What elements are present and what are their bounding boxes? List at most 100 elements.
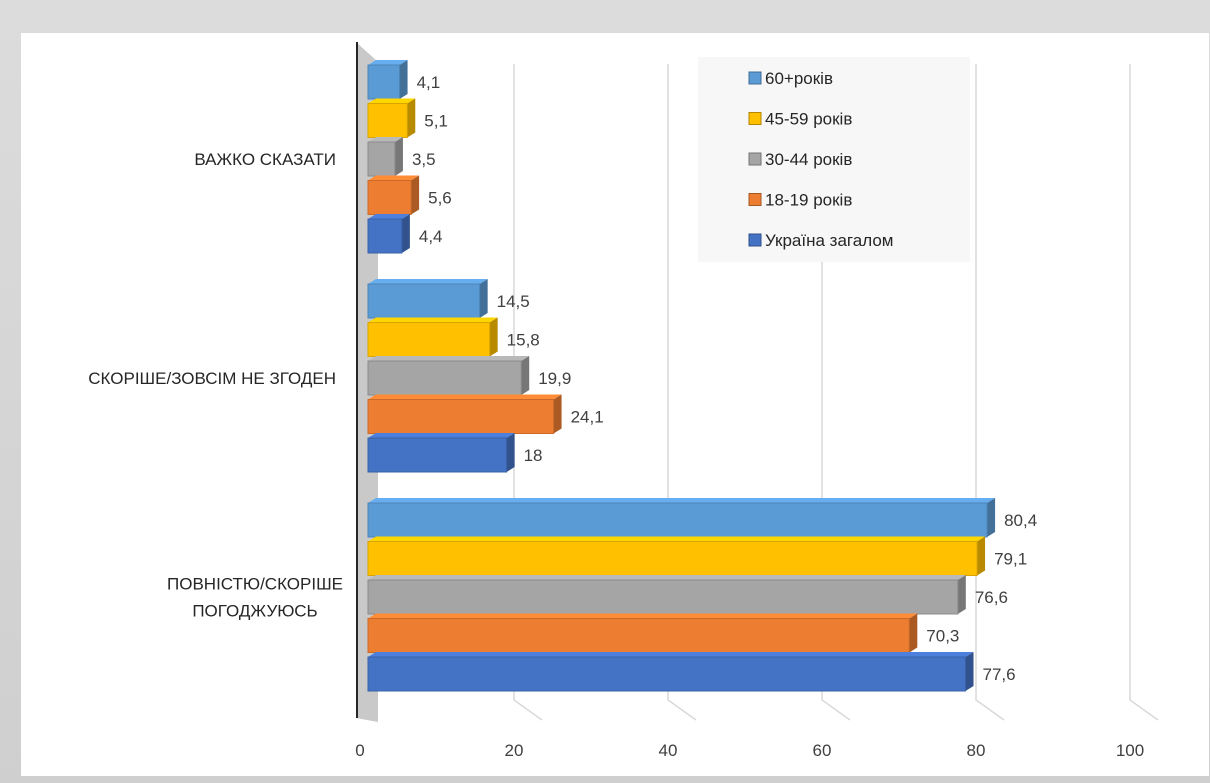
bar: [367, 618, 910, 653]
category-label: ВАЖКО СКАЗАТИ: [194, 150, 336, 169]
data-label: 14,5: [497, 292, 530, 311]
data-labels: 4,1 5,1 3,5 5,6 4,4 14,5 15,8 19,9 24,1 18 80,4 79,…: [412, 73, 1037, 684]
bar: [367, 360, 522, 396]
bar-side: [399, 60, 408, 99]
bar-side: [407, 98, 416, 138]
data-label: 76,6: [975, 588, 1008, 607]
x-tick-label: 60: [813, 741, 832, 760]
gridline: [821, 64, 851, 721]
bar-group: [367, 394, 562, 434]
bar-group: [367, 536, 986, 576]
bar: [367, 322, 491, 357]
legend-label: 18-19 років: [765, 191, 852, 210]
legend-label: 60+років: [765, 69, 833, 88]
legend-swatch: [748, 233, 762, 247]
x-tick-label: 100: [1116, 741, 1144, 760]
gridline: [975, 64, 1005, 721]
bar-side: [965, 652, 974, 691]
legend-label: 45-59 років: [765, 110, 852, 129]
bar: [367, 283, 481, 319]
bar-group: [367, 356, 530, 396]
legend-swatch: [748, 112, 762, 125]
bar-top: [368, 279, 488, 284]
category-label-line: СКОРІШЕ/ЗОВСІМ НЕ ЗГОДЕН: [88, 369, 336, 388]
category-label: СКОРІШЕ/ЗОВСІМ НЕ ЗГОДЕН: [88, 369, 336, 388]
bar-top: [368, 214, 410, 219]
x-axis-ticks: 0 20 40 60 80 100: [355, 741, 1144, 760]
bar-side: [521, 356, 530, 395]
data-label: 15,8: [507, 331, 540, 350]
bar-side: [489, 317, 498, 357]
legend-swatch: [748, 71, 762, 85]
legend-swatch: [748, 193, 762, 206]
bar-group: [367, 575, 966, 615]
bar-top: [368, 498, 996, 503]
bar-group: [367, 317, 498, 357]
bar-side: [909, 613, 918, 653]
gridline: [513, 64, 543, 721]
bar: [367, 541, 978, 576]
bar: [367, 656, 967, 692]
bar: [367, 141, 396, 177]
bar: [367, 502, 988, 538]
category-label-line: ПОГОДЖУЮСЬ: [192, 602, 317, 621]
data-label: 77,6: [983, 665, 1016, 684]
x-tick-label: 40: [659, 741, 678, 760]
gridlines: [513, 64, 1159, 721]
data-label: 24,1: [571, 408, 604, 427]
bar-top: [368, 356, 530, 361]
legend-label: 30-44 років: [765, 150, 852, 169]
bar-group: [367, 175, 420, 215]
category-label-line: ПОВНІСТЮ/СКОРІШЕ: [167, 575, 343, 594]
x-tick-label: 80: [967, 741, 986, 760]
bar-top: [368, 652, 974, 657]
bar: [367, 64, 401, 100]
data-label: 3,5: [412, 150, 436, 169]
bar-group: [367, 498, 996, 538]
data-label: 80,4: [1004, 511, 1037, 530]
bar-group: [367, 433, 515, 473]
bar-side: [506, 433, 515, 472]
bar-group: [367, 214, 410, 254]
category-labels: ВАЖКО СКАЗАТИ СКОРІШЕ/ЗОВСІМ НЕ ЗГОДЕН ПОВ…: [88, 150, 343, 621]
bar-side: [553, 394, 562, 434]
bar-top: [368, 394, 562, 400]
bar-side: [411, 175, 420, 215]
bar-top: [368, 98, 416, 104]
bar: [367, 437, 508, 473]
data-label: 4,1: [417, 73, 441, 92]
bar-top: [368, 536, 986, 542]
bar-side: [977, 536, 986, 576]
bar-top: [368, 575, 966, 580]
bar-group: [367, 60, 408, 100]
bar-side: [479, 279, 488, 318]
data-label: 18: [524, 446, 543, 465]
data-label: 79,1: [994, 550, 1027, 569]
bar-top: [368, 613, 918, 619]
bar: [367, 103, 408, 138]
bar-side: [987, 498, 996, 537]
bar-top: [368, 175, 420, 181]
bars: [367, 60, 996, 692]
data-label: 5,6: [428, 189, 452, 208]
legend: 60+років 45-59 років 30-44 років 18-19 рокі…: [698, 57, 970, 262]
data-label: 19,9: [538, 369, 571, 388]
bar: [367, 218, 403, 254]
gridline: [1129, 64, 1159, 721]
bar-side: [401, 214, 410, 253]
legend-label: Україна загалом: [765, 231, 893, 250]
bar-group: [367, 652, 974, 692]
category-label: ПОВНІСТЮ/СКОРІШЕ ПОГОДЖУЮСЬ: [167, 575, 343, 621]
bar: [367, 180, 412, 215]
bar-side: [394, 137, 403, 176]
bar-group: [367, 137, 403, 177]
bar-top: [368, 60, 408, 65]
bar: [367, 579, 959, 615]
bar-top: [368, 433, 515, 438]
bar-group: [367, 279, 488, 319]
legend-swatch: [748, 152, 762, 166]
bar-top: [368, 317, 498, 323]
x-tick-label: 20: [505, 741, 524, 760]
legend-box: [698, 57, 970, 262]
